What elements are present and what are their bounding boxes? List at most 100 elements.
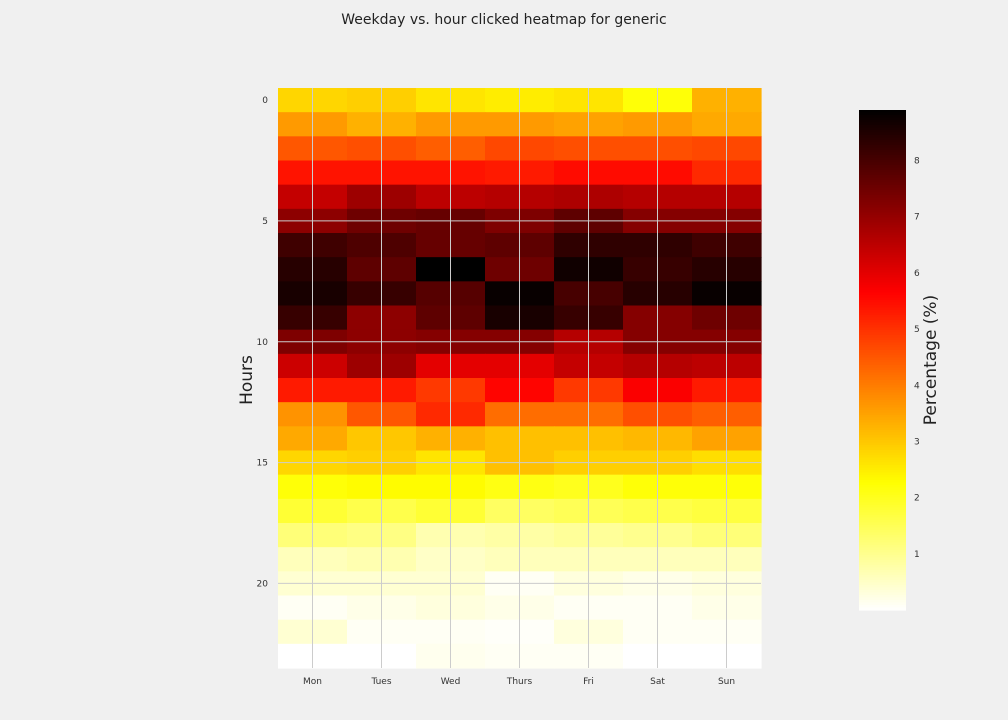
colorbar-segment: [859, 280, 906, 284]
colorbar-segment: [859, 145, 906, 149]
colorbar-segment: [859, 312, 906, 316]
x-tick-label: Sat: [650, 677, 665, 687]
colorbar-segment: [859, 112, 906, 116]
colorbar-segment: [859, 575, 906, 579]
colorbar-segment: [859, 465, 906, 469]
colorbar-segment: [859, 157, 906, 161]
colorbar-segment: [859, 165, 906, 169]
colorbar-segment: [859, 262, 906, 266]
colorbar-segment: [859, 230, 906, 234]
colorbar-segment: [859, 227, 906, 231]
colorbar-segment: [859, 380, 906, 384]
colorbar-segment: [859, 240, 906, 244]
colorbar-segment: [859, 480, 906, 484]
colorbar-segment: [859, 490, 906, 494]
colorbar-segment: [859, 407, 906, 411]
colorbar-segment: [859, 457, 906, 461]
colorbar-segment: [859, 200, 906, 204]
colorbar-tick-label: 1: [914, 550, 920, 560]
colorbar-segment: [859, 292, 906, 296]
colorbar-segment: [859, 397, 906, 401]
colorbar-segment: [859, 142, 906, 146]
colorbar-segment: [859, 602, 906, 606]
colorbar-tick-label: 4: [914, 381, 920, 391]
colorbar-segment: [859, 487, 906, 491]
colorbar-segment: [859, 440, 906, 444]
colorbar-segment: [859, 420, 906, 424]
y-tick-label: 10: [257, 338, 269, 348]
colorbar-segment: [859, 537, 906, 541]
colorbar-segment: [859, 432, 906, 436]
colorbar-segment: [859, 517, 906, 521]
colorbar-segment: [859, 250, 906, 254]
colorbar-segment: [859, 137, 906, 141]
colorbar-segment: [859, 497, 906, 501]
colorbar-segment: [859, 442, 906, 446]
colorbar-segment: [859, 560, 906, 564]
colorbar-segment: [859, 245, 906, 249]
colorbar-segment: [859, 170, 906, 174]
colorbar-segment: [859, 590, 906, 594]
colorbar-segment: [859, 452, 906, 456]
colorbar-segment: [859, 482, 906, 486]
colorbar: 1 2 3 4 5 6 7 8: [859, 110, 920, 611]
colorbar-segment: [859, 552, 906, 556]
colorbar-segment: [859, 470, 906, 474]
colorbar-segment: [859, 577, 906, 581]
colorbar-segment: [859, 510, 906, 514]
colorbar-segment: [859, 325, 906, 329]
colorbar-segment: [859, 535, 906, 539]
colorbar-segment: [859, 600, 906, 604]
colorbar-segment: [859, 345, 906, 349]
colorbar-segment: [859, 127, 906, 131]
colorbar-segment: [859, 607, 906, 611]
colorbar-segment: [859, 287, 906, 291]
colorbar-segment: [859, 512, 906, 516]
y-axis-ticks: 0 5 10 15 20: [257, 96, 269, 589]
colorbar-segment: [859, 217, 906, 221]
colorbar-segment: [859, 267, 906, 271]
colorbar-segment: [859, 255, 906, 259]
colorbar-segment: [859, 507, 906, 511]
colorbar-segment: [859, 272, 906, 276]
colorbar-tick-label: 3: [914, 437, 920, 447]
colorbar-segment: [859, 582, 906, 586]
colorbar-segment: [859, 192, 906, 196]
colorbar-segment: [859, 400, 906, 404]
colorbar-segment: [859, 132, 906, 136]
colorbar-segment: [859, 275, 906, 279]
colorbar-segment: [859, 572, 906, 576]
colorbar-segment: [859, 390, 906, 394]
colorbar-segment: [859, 382, 906, 386]
colorbar-segment: [859, 122, 906, 126]
colorbar-tick-label: 2: [914, 494, 920, 504]
colorbar-segment: [859, 307, 906, 311]
colorbar-segment: [859, 455, 906, 459]
colorbar-segment: [859, 332, 906, 336]
colorbar-segment: [859, 527, 906, 531]
colorbar-segment: [859, 405, 906, 409]
colorbar-segment: [859, 475, 906, 479]
colorbar-segment: [859, 187, 906, 191]
colorbar-segment: [859, 242, 906, 246]
colorbar-segment: [859, 297, 906, 301]
colorbar-segment: [859, 360, 906, 364]
colorbar-segment: [859, 342, 906, 346]
colorbar-segment: [859, 530, 906, 534]
colorbar-segment: [859, 467, 906, 471]
x-tick-label: Tues: [370, 677, 391, 687]
colorbar-segment: [859, 445, 906, 449]
colorbar-segment: [859, 247, 906, 251]
colorbar-segment: [859, 220, 906, 224]
colorbar-segment: [859, 567, 906, 571]
colorbar-segment: [859, 125, 906, 129]
colorbar-tick-label: 5: [914, 325, 920, 335]
colorbar-segment: [859, 557, 906, 561]
colorbar-segment: [859, 282, 906, 286]
colorbar-segment: [859, 355, 906, 359]
colorbar-segment: [859, 587, 906, 591]
colorbar-segment: [859, 437, 906, 441]
colorbar-segment: [859, 162, 906, 166]
colorbar-segment: [859, 362, 906, 366]
colorbar-segment: [859, 357, 906, 361]
